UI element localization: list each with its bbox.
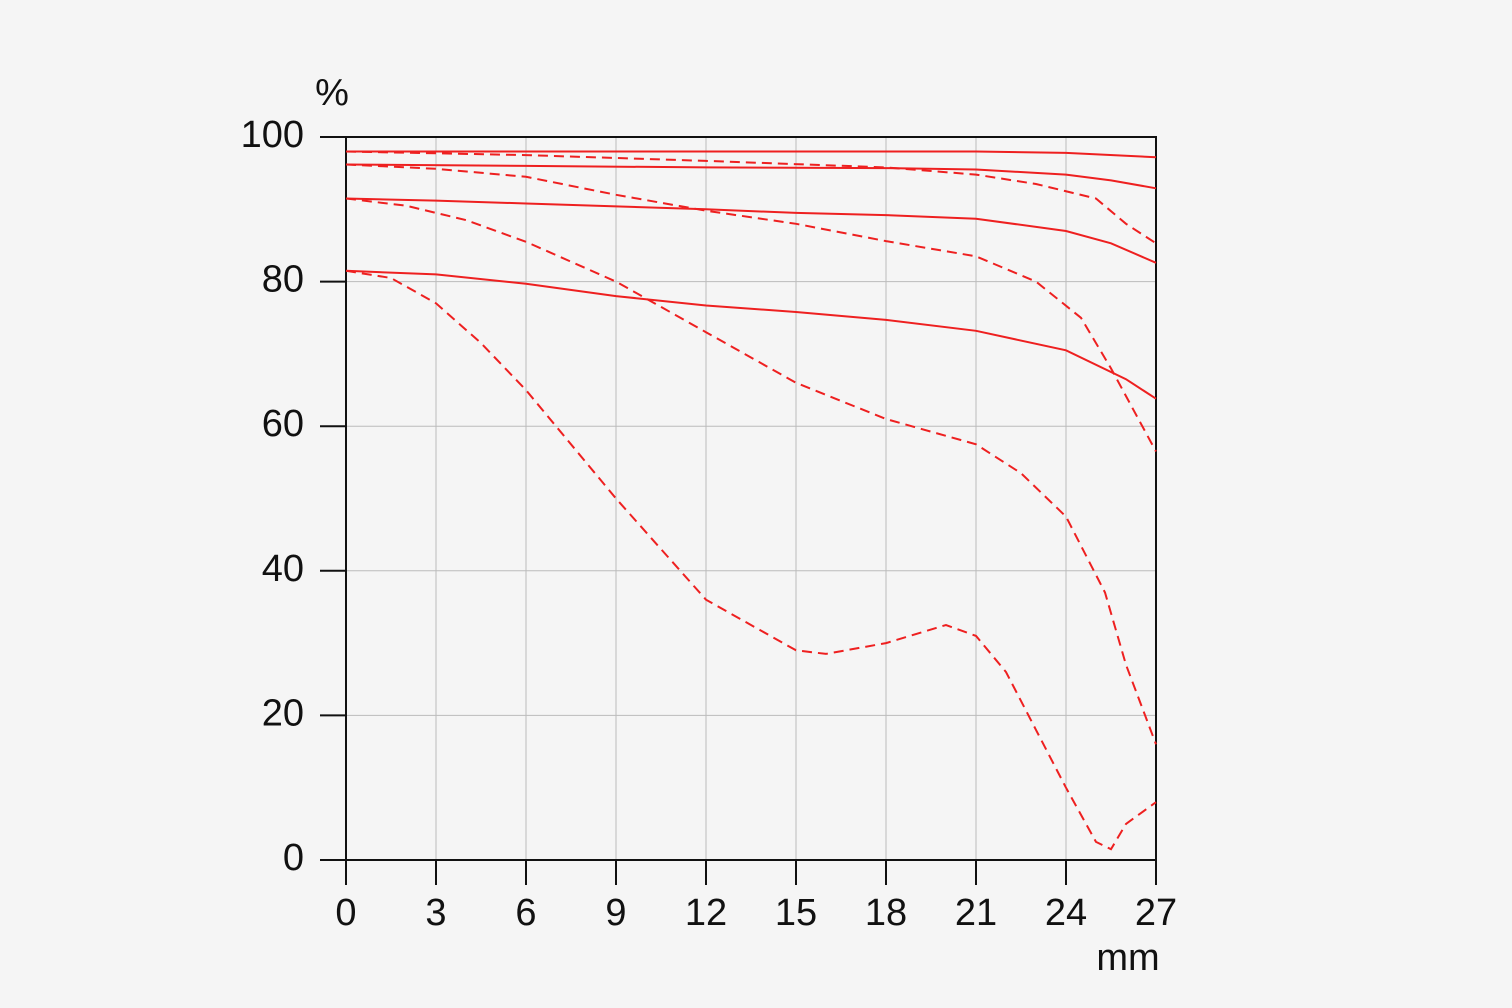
y-tick-label: 80	[262, 259, 304, 301]
x-tick-label: 9	[605, 892, 626, 934]
series-line	[345, 197, 1157, 264]
x-axis-label: mm	[1096, 937, 1159, 979]
x-tick-label: 6	[515, 892, 536, 934]
y-tick-label: 20	[262, 692, 304, 734]
series-line	[345, 163, 1157, 190]
x-tick-label: 18	[865, 892, 907, 934]
y-axis-label: %	[315, 72, 349, 114]
series-line	[345, 197, 1157, 745]
x-tick-label: 24	[1045, 892, 1087, 934]
series-line	[345, 163, 1157, 452]
series-line	[346, 150, 1157, 159]
x-tick-label: 3	[425, 892, 446, 934]
y-tick-label: 40	[262, 548, 304, 590]
y-tick-label: 100	[241, 114, 304, 156]
y-tick-label: 0	[283, 837, 304, 879]
x-tick-label: 12	[685, 892, 727, 934]
x-tick-label: 27	[1135, 892, 1177, 934]
x-tick-label: 0	[335, 892, 356, 934]
plot-frame	[345, 136, 1157, 861]
y-tick-label: 60	[262, 403, 304, 445]
series-line	[345, 269, 1157, 851]
x-tick-label: 15	[775, 892, 817, 934]
x-tick-label: 21	[955, 892, 997, 934]
series-line	[345, 150, 1157, 245]
series-line	[345, 269, 1157, 400]
